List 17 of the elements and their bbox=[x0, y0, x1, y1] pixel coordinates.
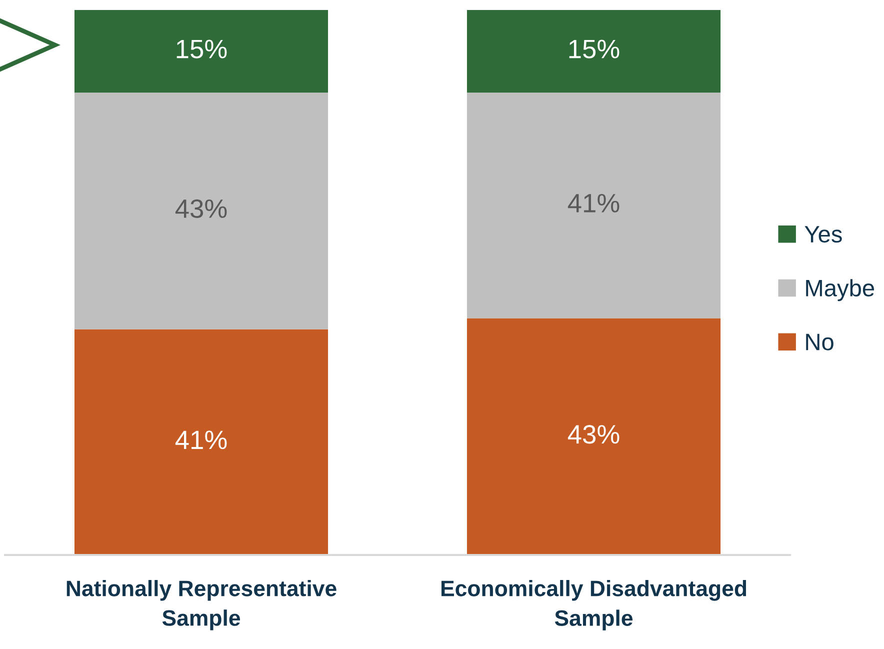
legend-label: No bbox=[806, 334, 834, 350]
bar bbox=[74, 10, 328, 93]
data-label: 41% bbox=[568, 194, 620, 212]
bar bbox=[74, 329, 328, 555]
data-label: 41% bbox=[175, 430, 227, 450]
x-tick-label: Nationally Representative Sample bbox=[66, 580, 336, 630]
legend-label: Maybe bbox=[806, 279, 874, 302]
bar bbox=[466, 92, 721, 318]
data-label: 43% bbox=[568, 425, 620, 444]
data-label: 43% bbox=[175, 199, 227, 218]
data-label: 15% bbox=[569, 40, 620, 58]
legend-label: Yes bbox=[804, 226, 842, 243]
bar bbox=[74, 92, 328, 330]
bar bbox=[466, 318, 721, 555]
bar bbox=[466, 10, 721, 93]
x-tick-label: Economically Disadvantaged Sample bbox=[441, 580, 746, 630]
data-label: 15% bbox=[176, 40, 227, 58]
